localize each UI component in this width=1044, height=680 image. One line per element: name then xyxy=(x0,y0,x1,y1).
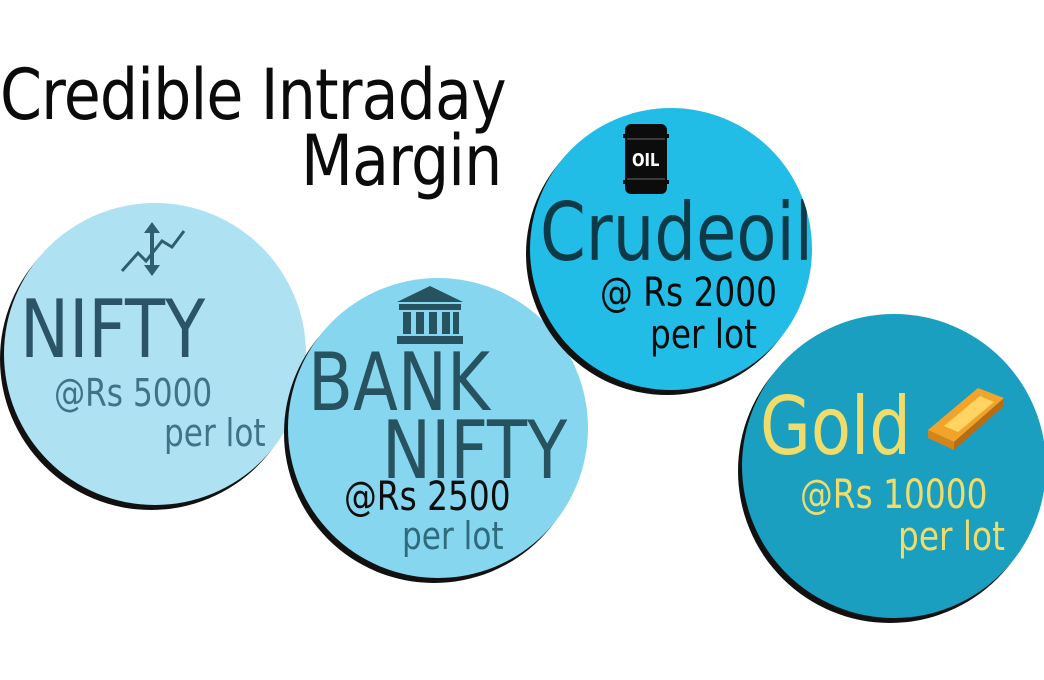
gold-card: Gold @Rs 10000 per lot xyxy=(742,314,1044,618)
bank-nifty-unit: per lot xyxy=(402,514,504,558)
page-title: Credible Intraday Margin xyxy=(0,60,516,202)
title-line-1: Credible Intraday xyxy=(0,54,507,136)
bank-nifty-price: @Rs 2500 xyxy=(344,474,511,520)
nifty-price: @Rs 5000 xyxy=(54,371,213,415)
crudeoil-name: Crudeoil xyxy=(540,186,812,279)
gold-name: Gold xyxy=(760,380,911,473)
trend-arrows-icon xyxy=(120,222,186,276)
crudeoil-card: OIL Crudeoil @ Rs 2000 per lot xyxy=(530,108,812,390)
bank-nifty-name-line-1: BANK xyxy=(308,336,490,429)
oil-barrel-label: OIL xyxy=(632,150,660,171)
bank-nifty-name-line-2: NIFTY xyxy=(382,404,568,497)
gold-unit: per lot xyxy=(898,514,1005,560)
bank-building-icon xyxy=(397,286,463,344)
crudeoil-unit: per lot xyxy=(650,312,757,358)
nifty-name: NIFTY xyxy=(20,283,206,376)
nifty-unit: per lot xyxy=(164,411,266,455)
bank-nifty-card: BANK NIFTY @Rs 2500 per lot xyxy=(288,278,588,578)
gold-price: @Rs 10000 xyxy=(800,472,988,518)
oil-barrel-icon xyxy=(623,124,669,194)
gold-bar-icon xyxy=(928,388,1004,450)
title-line-2: Margin xyxy=(301,120,502,202)
crudeoil-price: @ Rs 2000 xyxy=(600,270,778,316)
nifty-card: NIFTY @Rs 5000 per lot xyxy=(4,203,306,505)
